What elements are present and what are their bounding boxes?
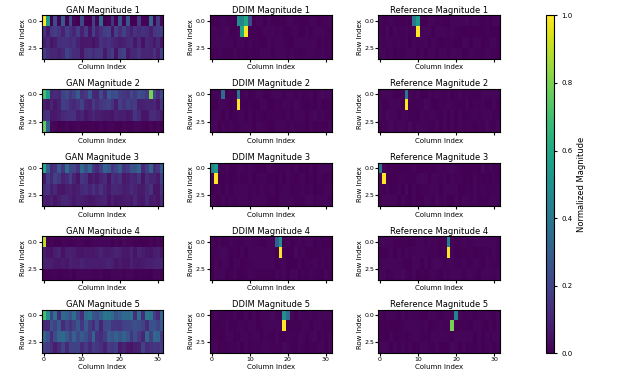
- Y-axis label: Row Index: Row Index: [356, 240, 363, 276]
- X-axis label: Column Index: Column Index: [246, 138, 295, 144]
- X-axis label: Column Index: Column Index: [246, 212, 295, 218]
- Y-axis label: Row Index: Row Index: [20, 93, 26, 129]
- Y-axis label: Row Index: Row Index: [20, 166, 26, 202]
- Title: GAN Magnitude 3: GAN Magnitude 3: [65, 153, 140, 162]
- Title: GAN Magnitude 1: GAN Magnitude 1: [65, 6, 140, 15]
- X-axis label: Column Index: Column Index: [78, 138, 127, 144]
- Title: GAN Magnitude 2: GAN Magnitude 2: [65, 79, 140, 88]
- X-axis label: Column Index: Column Index: [246, 285, 295, 291]
- X-axis label: Column Index: Column Index: [415, 285, 463, 291]
- X-axis label: Column Index: Column Index: [78, 64, 127, 70]
- Y-axis label: Row Index: Row Index: [356, 19, 363, 55]
- X-axis label: Column Index: Column Index: [415, 364, 463, 370]
- Title: Reference Magnitude 3: Reference Magnitude 3: [390, 153, 488, 162]
- Y-axis label: Row Index: Row Index: [356, 166, 363, 202]
- Title: Reference Magnitude 5: Reference Magnitude 5: [390, 300, 488, 309]
- X-axis label: Column Index: Column Index: [246, 364, 295, 370]
- X-axis label: Column Index: Column Index: [78, 285, 127, 291]
- Title: Reference Magnitude 4: Reference Magnitude 4: [390, 227, 488, 235]
- Title: DDIM Magnitude 5: DDIM Magnitude 5: [232, 300, 310, 309]
- X-axis label: Column Index: Column Index: [415, 212, 463, 218]
- Y-axis label: Row Index: Row Index: [20, 240, 26, 276]
- Title: GAN Magnitude 4: GAN Magnitude 4: [65, 227, 140, 235]
- Title: DDIM Magnitude 4: DDIM Magnitude 4: [232, 227, 310, 235]
- X-axis label: Column Index: Column Index: [415, 138, 463, 144]
- Title: GAN Magnitude 5: GAN Magnitude 5: [65, 300, 140, 309]
- Y-axis label: Normalized Magnitude: Normalized Magnitude: [577, 137, 586, 232]
- Y-axis label: Row Index: Row Index: [356, 314, 363, 349]
- Title: Reference Magnitude 2: Reference Magnitude 2: [390, 79, 488, 88]
- Title: DDIM Magnitude 2: DDIM Magnitude 2: [232, 79, 310, 88]
- Y-axis label: Row Index: Row Index: [188, 93, 195, 129]
- Y-axis label: Row Index: Row Index: [20, 19, 26, 55]
- Y-axis label: Row Index: Row Index: [20, 314, 26, 349]
- Title: DDIM Magnitude 1: DDIM Magnitude 1: [232, 6, 310, 15]
- Y-axis label: Row Index: Row Index: [188, 166, 195, 202]
- X-axis label: Column Index: Column Index: [415, 64, 463, 70]
- Y-axis label: Row Index: Row Index: [188, 314, 195, 349]
- Title: Reference Magnitude 1: Reference Magnitude 1: [390, 6, 488, 15]
- X-axis label: Column Index: Column Index: [78, 364, 127, 370]
- Title: DDIM Magnitude 3: DDIM Magnitude 3: [232, 153, 310, 162]
- Y-axis label: Row Index: Row Index: [356, 93, 363, 129]
- X-axis label: Column Index: Column Index: [246, 64, 295, 70]
- Y-axis label: Row Index: Row Index: [188, 19, 195, 55]
- X-axis label: Column Index: Column Index: [78, 212, 127, 218]
- Y-axis label: Row Index: Row Index: [188, 240, 195, 276]
